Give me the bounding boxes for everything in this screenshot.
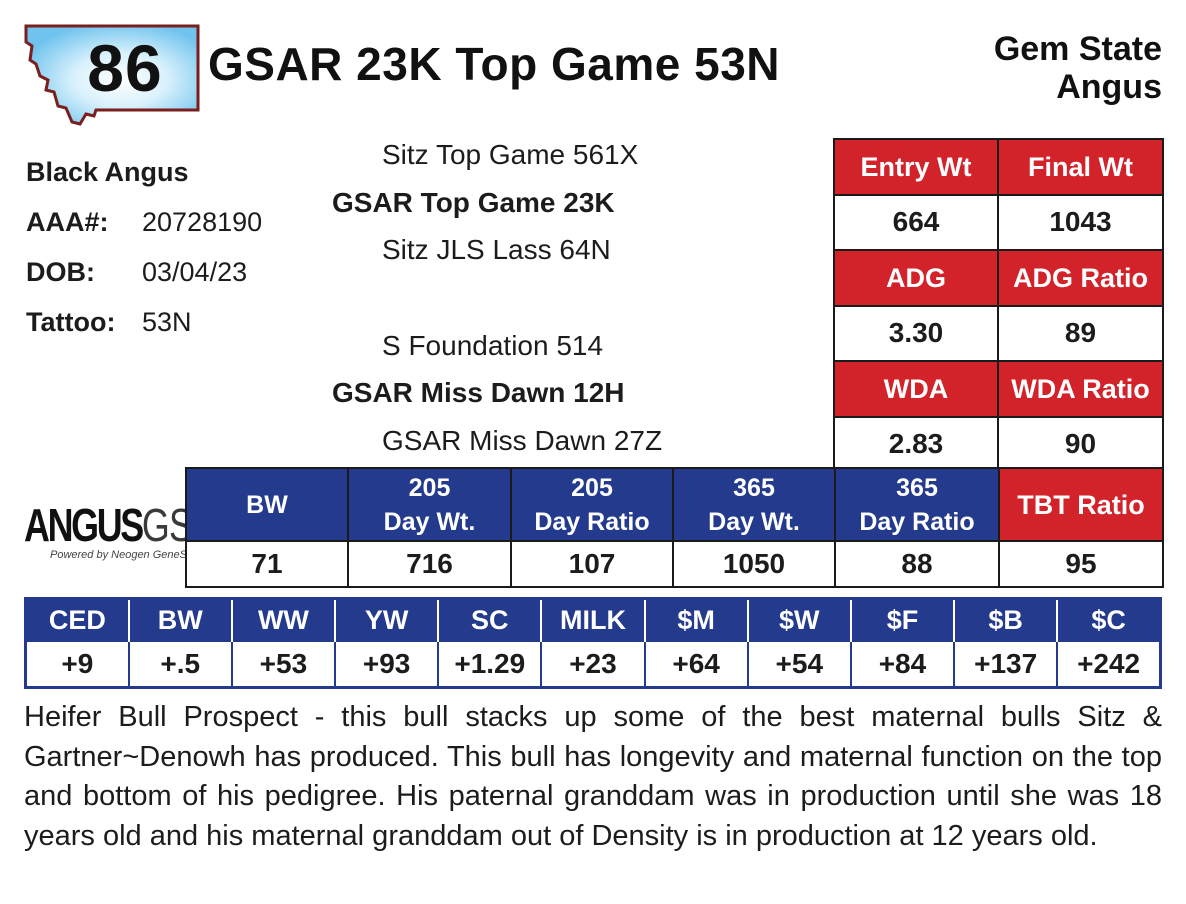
perf-value-tbt-ratio: 95: [998, 540, 1164, 588]
adg-ratio-value: 89: [997, 304, 1164, 362]
perf-header-line: 365: [733, 473, 775, 502]
wda-ratio-header: WDA Ratio: [997, 360, 1164, 418]
angus-gs-logo: ANGUSGS Powered by Neogen GeneSeek: [24, 500, 205, 564]
perf-value-205-day-wt: 716: [347, 540, 512, 588]
perf-header-205-day-wt: 205 Day Wt.: [347, 467, 512, 542]
pedigree-dam: GSAR Miss Dawn 12H: [332, 377, 625, 408]
perf-header-line: Day Wt.: [383, 507, 476, 536]
adg-ratio-header: ADG Ratio: [997, 249, 1164, 307]
tattoo-label: Tattoo:: [26, 307, 116, 337]
epd-header: MILK: [540, 598, 645, 641]
perf-header-205-day-ratio: 205 Day Ratio: [510, 467, 674, 542]
perf-header-365-day-ratio: 365 Day Ratio: [834, 467, 1000, 542]
adg-header: ADG: [833, 249, 999, 307]
lot-number: 86: [87, 31, 163, 105]
perf-header-bw: BW: [185, 467, 349, 542]
breeder-name: Gem State Angus: [902, 30, 1162, 106]
perf-header-line: Day Ratio: [534, 507, 650, 536]
lot-badge: [22, 24, 202, 130]
perf-header-line: 205: [408, 473, 451, 502]
perf-header-365-day-wt: 365 Day Wt.: [672, 467, 836, 542]
epd-header: CED: [25, 598, 129, 641]
lot-comments: Heifer Bull Prospect - this bull stacks …: [24, 701, 1162, 852]
logo-wordmark: ANGUSGS: [24, 499, 193, 551]
epd-value: +137: [953, 640, 1059, 688]
state-outline-icon: [24, 24, 200, 126]
epd-value: +23: [540, 640, 646, 688]
epd-value: +9: [24, 640, 130, 688]
epd-header: BW: [127, 598, 232, 641]
weights-table: Entry Wt Final Wt 664 1043 ADG ADG Ratio…: [833, 138, 1164, 473]
epd-header: $B: [953, 598, 1058, 641]
perf-header-line: Day Ratio: [859, 507, 975, 536]
tattoo-value: 53N: [142, 307, 192, 337]
perf-header-line: TBT Ratio: [1017, 489, 1145, 520]
epd-value: +242: [1056, 640, 1162, 688]
entry-wt-header: Entry Wt: [833, 138, 999, 196]
pedigree-sire: GSAR Top Game 23K: [332, 187, 615, 218]
logo-suffix-text: GS: [141, 499, 193, 551]
pedigree-sire-sire: Sitz Top Game 561X: [382, 139, 639, 170]
perf-header-line: Day Wt.: [708, 507, 800, 536]
perf-header-line: 365: [896, 473, 938, 502]
epd-header: $C: [1056, 598, 1161, 641]
epd-header: $W: [746, 598, 851, 641]
perf-value-365-day-wt: 1050: [672, 540, 836, 588]
epd-value: +93: [334, 640, 440, 688]
final-wt-value: 1043: [997, 193, 1164, 251]
wda-value: 2.83: [833, 415, 999, 473]
final-wt-header: Final Wt: [997, 138, 1164, 196]
epd-value: +54: [746, 640, 852, 688]
epd-value: +1.29: [437, 640, 543, 688]
perf-header-line: 205: [571, 473, 613, 502]
wda-ratio-value: 90: [997, 415, 1164, 473]
epd-header: $M: [643, 598, 748, 641]
epd-value: +84: [849, 640, 956, 688]
logo-main-text: ANGUS: [24, 499, 144, 551]
animal-name: GSAR 23K Top Game 53N: [208, 38, 781, 90]
perf-value-205-day-ratio: 107: [510, 540, 674, 588]
logo-tagline: Powered by Neogen GeneSeek: [50, 549, 205, 561]
dob-value: 03/04/23: [142, 257, 248, 287]
epd-header: WW: [230, 598, 336, 641]
breeder-line-2: Angus: [1056, 68, 1162, 106]
epd-header: $F: [849, 598, 955, 641]
entry-wt-value: 664: [833, 193, 999, 251]
breed-label: Black Angus: [26, 157, 189, 187]
dob-label: DOB:: [26, 257, 95, 287]
epd-header: SC: [437, 598, 542, 641]
adg-value: 3.30: [833, 304, 999, 362]
epd-value: +53: [230, 640, 337, 688]
epd-header: YW: [334, 598, 439, 641]
pedigree-dam-dam: GSAR Miss Dawn 27Z: [382, 425, 663, 456]
perf-header-tbt-ratio: TBT Ratio: [998, 467, 1164, 542]
epd-value: +.5: [127, 640, 233, 688]
wda-header: WDA: [833, 360, 999, 418]
aaa-number: 20728190: [142, 207, 263, 237]
epd-value: +64: [643, 640, 749, 688]
performance-table: BW 205 Day Wt. 205 Day Ratio 365 Day Wt.…: [185, 467, 1164, 588]
perf-header-line: BW: [246, 490, 288, 519]
epd-table: CED BW WW YW SC MILK $M $W $F $B $C +9 +…: [24, 597, 1162, 689]
perf-value-365-day-ratio: 88: [834, 540, 1000, 588]
pedigree-sire-dam: Sitz JLS Lass 64N: [382, 234, 611, 265]
aaa-label: AAA#:: [26, 207, 109, 237]
pedigree-dam-sire: S Foundation 514: [382, 330, 604, 361]
perf-value-bw: 71: [185, 540, 349, 588]
breeder-line-1: Gem State: [993, 30, 1162, 68]
